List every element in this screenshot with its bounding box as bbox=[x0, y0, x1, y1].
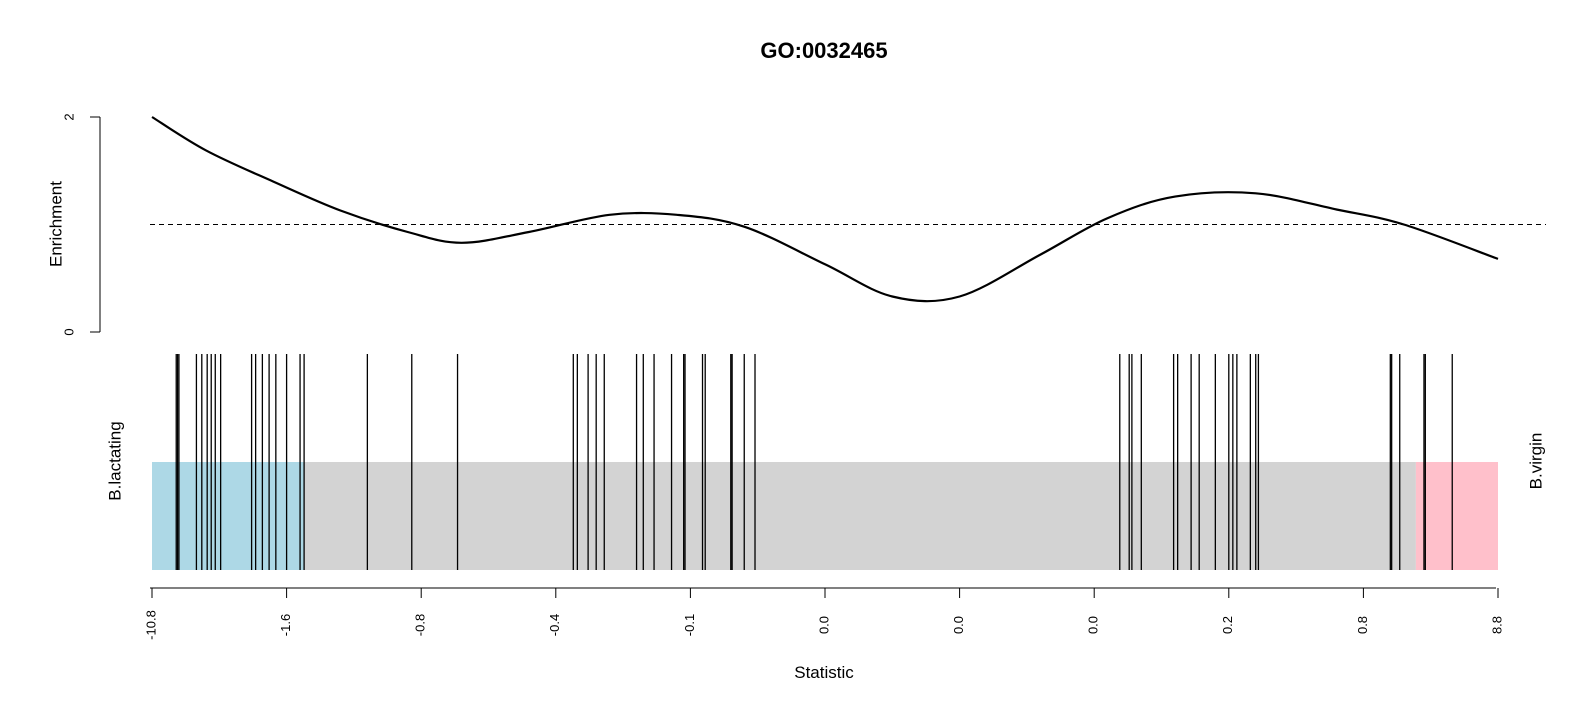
x-tick-label: 8.8 bbox=[1489, 616, 1504, 634]
x-tick-label: 0.0 bbox=[816, 616, 831, 634]
enrichment-panel: 2 0 Enrichment bbox=[46, 113, 1546, 336]
x-tick-label: 0.2 bbox=[1220, 616, 1235, 634]
gene-lines bbox=[175, 354, 1453, 570]
x-tick-label: 0.0 bbox=[1086, 616, 1101, 634]
x-tick-label: -0.4 bbox=[547, 614, 562, 636]
region-neutral bbox=[304, 462, 1416, 570]
enrichment-y-tick-label-top: 2 bbox=[61, 113, 76, 120]
x-ticks: -10.8 -1.6 -0.8 -0.4 -0.1 0.0 0.0 0.0 0.2 0.8 8.8 bbox=[143, 588, 1504, 640]
left-group-label: B.lactating bbox=[105, 421, 124, 500]
enrichment-curve bbox=[151, 116, 1499, 303]
chart-title: GO:0032465 bbox=[760, 38, 887, 63]
right-group-label: B.virgin bbox=[1526, 433, 1545, 490]
region-rects bbox=[152, 462, 1498, 570]
region-b-virgin bbox=[1415, 462, 1498, 570]
enrichment-y-axis-label: Enrichment bbox=[46, 181, 65, 267]
x-tick-label: 0.8 bbox=[1355, 616, 1370, 634]
x-axis: -10.8 -1.6 -0.8 -0.4 -0.1 0.0 0.0 0.0 0.2 0.8 8.8 … bbox=[143, 587, 1504, 682]
x-tick-label: -0.8 bbox=[413, 614, 428, 636]
x-tick-label: -1.6 bbox=[278, 614, 293, 636]
x-tick-label: -10.8 bbox=[143, 610, 158, 640]
x-axis-label: Statistic bbox=[794, 663, 854, 682]
x-tick-label: -0.1 bbox=[682, 614, 697, 636]
enrichment-y-tick-label-bottom: 0 bbox=[61, 328, 76, 335]
x-tick-label: 0.0 bbox=[951, 616, 966, 634]
barcode-panel: B.lactating B.virgin bbox=[105, 354, 1545, 570]
region-b-lactating bbox=[152, 462, 305, 570]
